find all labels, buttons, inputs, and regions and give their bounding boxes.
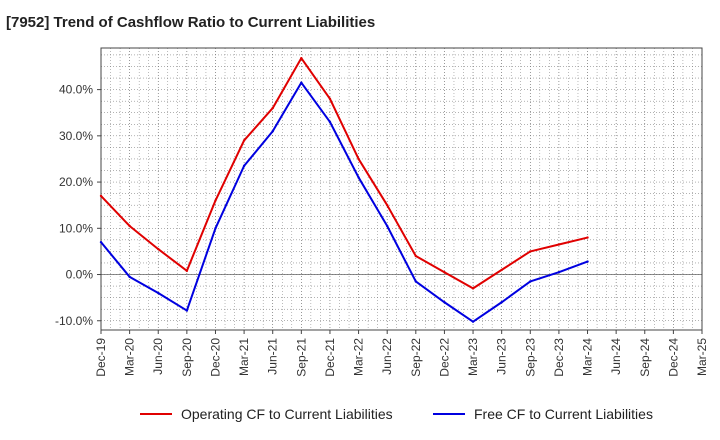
series-1-point [357, 157, 360, 161]
y-tick-label: -10.0% [55, 314, 93, 328]
x-tick-label: Mar-23 [466, 338, 480, 376]
series-2-point [328, 120, 332, 124]
x-tick-label: Mar-21 [237, 338, 251, 376]
series-2-point [128, 275, 131, 279]
series-2-point [385, 224, 389, 228]
y-tick-label: 30.0% [59, 129, 93, 143]
series-1-point [529, 250, 532, 253]
ticks-layer: -10.0% 0.0% 10.0% 20.0% 30.0% 40.0% Dec-19 Mar-… [55, 83, 709, 377]
series-2-point [586, 260, 589, 263]
x-tick-label: Sep-22 [409, 338, 423, 377]
series-1-point [443, 271, 446, 274]
series-1-point [586, 236, 589, 239]
series-2-point [357, 176, 360, 179]
series-2-point [443, 301, 446, 304]
y-tick-label: 40.0% [59, 83, 93, 97]
x-tick-label: Jun-24 [609, 338, 623, 375]
series-2-point [500, 301, 503, 304]
series-1-point [385, 203, 389, 207]
series-2-point [414, 280, 418, 283]
legend-layer: Operating CF to Current Liabilities Free … [140, 406, 653, 422]
x-tick-label: Jun-20 [151, 338, 165, 375]
series-1-point [300, 56, 303, 60]
x-tick-label: Jun-21 [266, 338, 280, 375]
series-2-point [271, 130, 274, 133]
y-tick-label: 20.0% [59, 175, 93, 189]
axes-layer [97, 47, 703, 334]
series-1-point [99, 194, 103, 198]
x-tick-label: Mar-25 [695, 338, 709, 376]
series-1-point [128, 224, 131, 228]
series-2-point [242, 164, 246, 168]
x-tick-label: Dec-23 [552, 338, 566, 377]
series-2-point [471, 320, 475, 323]
x-tick-label: Sep-23 [523, 338, 537, 377]
y-tick-label: 0.0% [66, 268, 94, 282]
x-tick-label: Sep-20 [180, 338, 194, 377]
x-tick-label: Jun-22 [380, 338, 394, 375]
y-tick-label: 10.0% [59, 221, 93, 235]
grid-layer [100, 48, 703, 330]
series-line-2 [100, 81, 588, 323]
series-1-point [185, 269, 189, 273]
series-2-point [557, 271, 561, 274]
series-2-point [99, 240, 103, 244]
series-2-point [185, 309, 189, 312]
x-tick-label: Sep-21 [294, 338, 308, 377]
x-tick-label: Dec-21 [323, 338, 337, 377]
legend-label-1: Operating CF to Current Liabilities [181, 406, 393, 422]
series-1-point [471, 287, 475, 290]
x-tick-label: Mar-24 [581, 338, 595, 376]
chart-title: [7952] Trend of Cashflow Ratio to Curren… [6, 14, 376, 31]
series-line-1 [100, 57, 588, 290]
x-tick-label: Dec-22 [437, 338, 451, 377]
series-2-point [300, 81, 303, 84]
x-tick-label: Dec-19 [94, 338, 108, 377]
x-tick-label: Mar-20 [123, 338, 137, 376]
series-1-point [157, 247, 160, 251]
series-1-point [214, 199, 217, 202]
x-tick-label: Dec-20 [208, 338, 222, 377]
x-tick-label: Sep-24 [638, 338, 652, 377]
series-1-point [271, 106, 274, 110]
series-2-point [214, 227, 217, 230]
series-1-point [557, 243, 561, 246]
x-tick-label: Mar-22 [352, 338, 366, 376]
series-1-point [242, 139, 246, 142]
plot-frame [100, 47, 703, 331]
legend-label-2: Free CF to Current Liabilities [474, 406, 653, 422]
series-layer [99, 56, 589, 323]
series-1-point [328, 97, 332, 101]
series-2-point [529, 280, 532, 283]
x-tick-label: Jun-23 [495, 338, 509, 375]
series-2-point [157, 291, 160, 295]
series-1-point [500, 268, 503, 272]
series-1-point [414, 254, 418, 258]
x-tick-label: Dec-24 [666, 338, 680, 377]
plot-area [101, 48, 702, 330]
